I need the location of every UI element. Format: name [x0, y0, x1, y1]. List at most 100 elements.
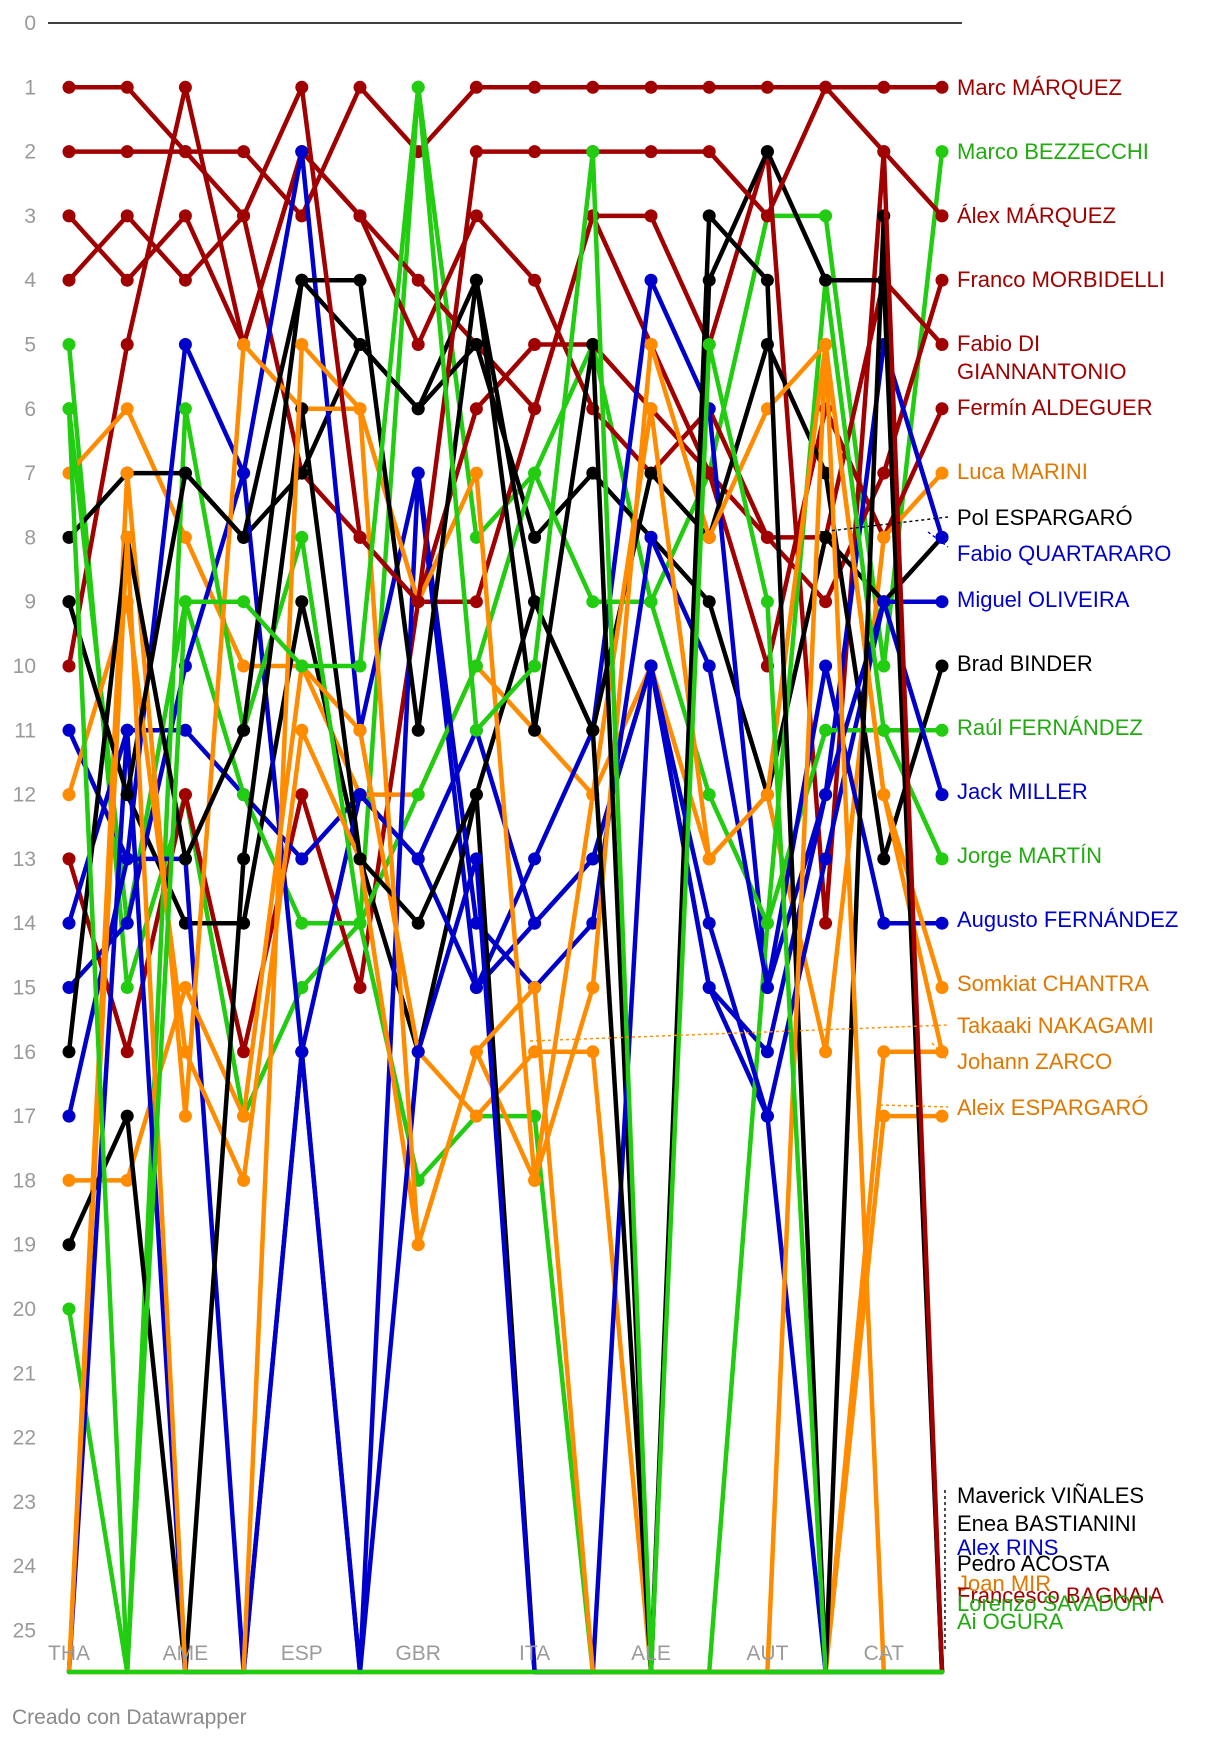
data-point	[469, 338, 483, 351]
data-point	[62, 402, 76, 416]
data-point	[120, 916, 134, 930]
data-point	[702, 981, 716, 994]
data-point	[237, 466, 251, 480]
data-point	[237, 1045, 251, 1059]
data-point	[819, 723, 833, 737]
rider-label: Marc MÁRQUEZ	[957, 75, 1122, 100]
y-tick-label: 21	[13, 1362, 36, 1385]
rider-label: Jorge MARTÍN	[957, 843, 1102, 868]
data-point	[411, 466, 425, 480]
data-point	[702, 595, 716, 609]
data-point	[644, 595, 658, 609]
data-point	[178, 852, 192, 866]
data-point	[353, 338, 367, 351]
data-point	[644, 80, 658, 94]
y-tick-label: 5	[24, 334, 36, 357]
data-point	[469, 981, 483, 994]
y-tick-label: 10	[13, 655, 36, 678]
series-line	[66, 85, 945, 1675]
data-point	[528, 145, 542, 159]
data-point	[411, 402, 425, 416]
data-point	[237, 659, 251, 673]
data-point	[760, 1045, 774, 1059]
data-point	[935, 916, 949, 930]
data-point	[178, 273, 192, 287]
rider-label: Pol ESPARGARÓ	[957, 505, 1133, 530]
data-point	[120, 723, 134, 737]
rider-label: Johann ZARCO	[957, 1049, 1112, 1074]
data-point	[702, 916, 716, 930]
data-point	[237, 145, 251, 159]
data-point	[178, 145, 192, 159]
data-point	[877, 1109, 891, 1123]
data-point	[120, 402, 134, 416]
data-point	[819, 530, 833, 544]
data-point	[819, 659, 833, 673]
data-point	[819, 273, 833, 287]
data-point	[702, 659, 716, 673]
data-point	[586, 338, 600, 351]
y-tick-label: 8	[24, 526, 36, 549]
rider-label: Luca MARINI	[957, 459, 1088, 484]
leader-line	[931, 1042, 949, 1062]
rider-label: Pedro ACOSTA	[957, 1551, 1110, 1576]
data-point	[237, 338, 251, 351]
rider-label: Jack MILLER	[957, 779, 1088, 804]
data-point	[586, 595, 600, 609]
data-point	[702, 338, 716, 351]
series-line	[66, 149, 945, 990]
data-point	[877, 659, 891, 673]
rider-label: Brad BINDER	[957, 651, 1093, 676]
data-point	[62, 1109, 76, 1123]
data-point	[237, 788, 251, 802]
y-tick-label: 23	[13, 1491, 36, 1514]
data-point	[935, 402, 949, 416]
data-point	[62, 1302, 76, 1316]
data-point	[935, 723, 949, 737]
data-point	[178, 530, 192, 544]
data-point	[935, 788, 949, 802]
data-point	[469, 788, 483, 802]
data-point	[586, 145, 600, 159]
y-tick-label: 20	[13, 1298, 36, 1321]
rider-label: Joan MIR	[957, 1571, 1051, 1596]
data-point	[178, 595, 192, 609]
data-point	[295, 981, 309, 994]
leader-line	[927, 531, 949, 548]
data-point	[469, 1109, 483, 1123]
data-point	[295, 595, 309, 609]
y-tick-label: 12	[13, 784, 36, 807]
data-point	[935, 530, 949, 544]
data-point	[644, 659, 658, 673]
data-point	[935, 338, 949, 351]
data-point	[877, 788, 891, 802]
y-axis-ticks: 0123456789101112131415161718192021222324…	[13, 12, 37, 1643]
data-point	[586, 916, 600, 930]
data-point	[877, 595, 891, 609]
data-point	[586, 80, 600, 94]
rider-label: Enea BASTIANINI	[957, 1511, 1137, 1536]
rider-label: Lorenzo SAVADORI	[957, 1591, 1153, 1616]
data-point	[935, 659, 949, 673]
rider-label: Franco MORBIDELLI	[957, 267, 1165, 292]
data-point	[528, 466, 542, 480]
data-point	[702, 852, 716, 866]
data-point	[644, 145, 658, 159]
data-point	[237, 530, 251, 544]
data-point	[237, 209, 251, 223]
data-point	[760, 595, 774, 609]
data-point	[586, 1045, 600, 1059]
data-point	[62, 916, 76, 930]
data-point	[120, 530, 134, 544]
y-tick-label: 13	[13, 848, 36, 871]
data-point	[935, 80, 949, 94]
rider-label: Marco BEZZECCHI	[957, 139, 1149, 164]
series-ai-ogura	[62, 80, 945, 1675]
data-point	[644, 530, 658, 544]
data-point	[644, 209, 658, 223]
rider-label: Somkiat CHANTRA	[957, 971, 1149, 996]
data-point	[62, 1173, 76, 1187]
rider-label: Ai OGURA	[957, 1609, 1064, 1634]
data-point	[178, 723, 192, 737]
data-point	[120, 209, 134, 223]
